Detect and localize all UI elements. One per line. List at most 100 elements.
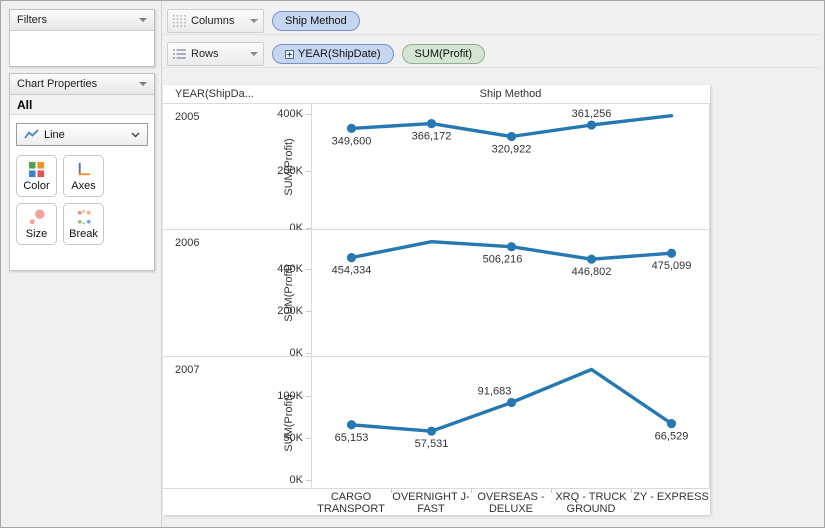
data-point[interactable] (346, 420, 357, 430)
y-tick-mark (306, 228, 311, 229)
size-circles-icon (29, 208, 45, 224)
category-tick-mark (471, 489, 472, 493)
row-year-label[interactable]: 2005 (175, 111, 200, 123)
line-plot: 349,600 366,172 320,922 361,256 (332, 108, 674, 156)
category-label[interactable]: CARGO TRANSPORT (317, 491, 385, 515)
color-button[interactable]: Color (16, 155, 57, 197)
y-tick-label: 0K (289, 474, 303, 486)
filters-drop-area[interactable] (10, 31, 154, 65)
data-point[interactable] (586, 254, 597, 264)
pill-sum-profit[interactable]: SUM(Profit) (401, 44, 485, 64)
row-year-label[interactable]: 2006 (175, 237, 200, 249)
data-point-label: 91,683 (478, 385, 512, 397)
category-tick-mark (391, 489, 392, 493)
axes-button-label: Axes (71, 179, 96, 192)
line-plot: 454,334 506,216 446,802 475,099 (332, 239, 692, 278)
trellis-panel-2006: 2006 SUM(Profit) 0K 200K 400K 454,334 506,216 4… (163, 230, 710, 359)
pill-ship-method[interactable]: Ship Method (272, 11, 360, 31)
size-button[interactable]: Size (16, 203, 57, 245)
data-point-label: 57,531 (415, 438, 449, 450)
columns-dropdown-icon[interactable] (250, 19, 258, 23)
expand-icon[interactable] (285, 49, 294, 59)
data-point[interactable] (346, 252, 357, 263)
category-tick-mark (631, 489, 632, 493)
y-tick-label: 50K (283, 432, 303, 444)
columns-shelf-label: Columns (191, 15, 235, 27)
plot-area: 454,334 506,216 446,802 475,099 (311, 230, 710, 356)
sidebar-divider (161, 1, 162, 527)
y-tick-mark (306, 171, 311, 172)
data-point[interactable] (346, 123, 357, 133)
axes-button[interactable]: Axes (63, 155, 104, 197)
data-point-label: 366,172 (412, 131, 452, 143)
data-point[interactable] (426, 119, 437, 129)
y-tick-mark (306, 114, 311, 115)
color-squares-icon (28, 161, 45, 177)
columns-shelf-control[interactable]: Columns (167, 9, 264, 33)
y-tick-mark (306, 438, 311, 439)
chart-type-select[interactable]: Line (16, 123, 148, 146)
y-tick-label: 400K (277, 108, 303, 120)
category-label[interactable]: XRQ - TRUCK GROUND (555, 491, 627, 515)
category-tick-mark (551, 489, 552, 493)
chart-properties-title: Chart Properties (17, 78, 98, 90)
rows-shelf-label: Rows (191, 48, 219, 60)
line-chart-icon (24, 129, 39, 139)
data-point[interactable] (506, 131, 517, 142)
category-axis: CARGO TRANSPORT OVERNIGHT J- FAST OVERSEAS… (163, 489, 710, 516)
break-button[interactable]: Break (63, 203, 104, 245)
y-tick-mark (306, 480, 311, 481)
column-field-header[interactable]: Ship Method (479, 88, 542, 100)
rows-shelf[interactable]: Rows YEAR(ShipDate) SUM(Profit) (163, 41, 819, 68)
rows-icon (173, 49, 186, 59)
columns-icon (173, 15, 186, 27)
trellis-panels: 2005 SUM(Profit) 0K 200K 400K 349,600 366,172 3… (163, 103, 710, 489)
break-button-label: Break (69, 227, 98, 240)
data-point-label: 361,256 (572, 108, 612, 120)
scope-all-row: All (10, 95, 154, 115)
chart-properties-panel: Chart Properties All Line Color (9, 73, 155, 271)
chart-properties-buttons: Color Axes Size (10, 153, 154, 247)
data-point[interactable] (666, 248, 677, 258)
chevron-down-icon (131, 131, 140, 138)
filters-collapse-icon[interactable] (139, 18, 147, 22)
category-label[interactable]: OVERNIGHT J- FAST (392, 491, 470, 515)
pill-year-shipdate-label: YEAR(ShipDate) (298, 48, 381, 60)
y-tick-mark (306, 396, 311, 397)
pill-ship-method-label: Ship Method (285, 15, 347, 27)
line-plot: 65,153 57,531 91,683 66,529 (335, 367, 688, 450)
columns-shelf[interactable]: Columns Ship Method (163, 8, 819, 35)
data-point-label: 454,334 (332, 265, 372, 277)
trellis-panel-2007: 2007 SUM(Profit) 0K 50K 100K 65,153 57,531 91,6… (163, 357, 710, 489)
chart-type-value: Line (44, 128, 65, 141)
data-point-label: 320,922 (492, 144, 532, 156)
color-button-label: Color (23, 179, 50, 192)
y-tick-label: 400K (277, 263, 303, 275)
y-tick-mark (306, 311, 311, 312)
data-point-label: 506,216 (483, 254, 523, 266)
y-tick-label: 100K (277, 390, 303, 402)
data-point-label: 349,600 (332, 135, 372, 147)
filters-header[interactable]: Filters (10, 10, 154, 31)
rows-shelf-control[interactable]: Rows (167, 42, 264, 66)
chart-properties-header[interactable]: Chart Properties (10, 74, 154, 95)
category-label[interactable]: OVERSEAS - DELUXE (477, 491, 545, 515)
row-field-header[interactable]: YEAR(ShipDa... (175, 88, 254, 100)
data-point[interactable] (506, 242, 517, 252)
data-point-label: 446,802 (572, 266, 612, 278)
pill-year-shipdate[interactable]: YEAR(ShipDate) (272, 44, 394, 64)
data-point[interactable] (506, 397, 517, 408)
data-point-label: 475,099 (652, 260, 692, 272)
rows-dropdown-icon[interactable] (250, 52, 258, 56)
data-point[interactable] (586, 120, 597, 130)
y-tick-label: 0K (289, 347, 303, 359)
chart-properties-collapse-icon[interactable] (139, 82, 147, 86)
row-year-label[interactable]: 2007 (175, 364, 200, 376)
category-label[interactable]: ZY - EXPRESS (633, 491, 709, 503)
trellis-panel-2005: 2005 SUM(Profit) 0K 200K 400K 349,600 366,172 3… (163, 104, 710, 234)
y-tick-label: 200K (277, 165, 303, 177)
data-point[interactable] (666, 419, 677, 429)
data-point[interactable] (426, 426, 437, 436)
chart-card: YEAR(ShipDa... Ship Method 2005 SUM(Profi… (163, 85, 710, 515)
